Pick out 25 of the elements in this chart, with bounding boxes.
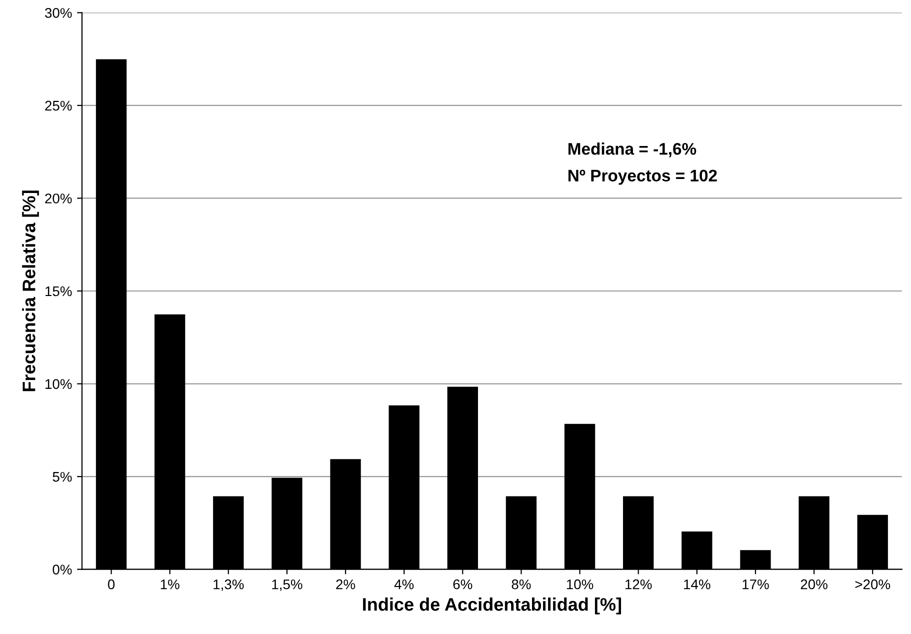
x-tick-label: 1,5% [272,579,302,591]
x-tick-label: 14% [684,579,710,590]
x-axis-title: Indice de Accidentabilidad [%] [363,598,622,614]
x-tick-label: 12% [626,579,652,590]
x-tick-label: 4% [394,579,414,590]
annotation: Mediana = -1,6% [568,142,696,158]
x-tick-label: 1% [160,579,180,590]
y-tick-label: 5% [52,472,72,482]
y-tick-label: 20% [45,194,72,204]
y-tick-label: 30% [45,8,72,18]
y-tick-label: 0% [52,564,72,574]
x-tick-label: 1,3% [214,579,244,591]
x-tick-label: 17% [742,579,769,590]
x-tick-label: 8% [512,579,531,590]
x-tick-label: 6% [453,579,472,590]
y-tick-label: 10% [46,379,72,389]
x-tick-label: 10% [566,579,594,590]
y-axis-title: Frecuencia Relativa [%] [22,190,39,392]
x-tick-label: 20% [800,579,828,590]
x-tick-label: 2% [336,579,356,590]
y-tick-label: 15% [46,286,72,296]
annotation: Nº Proyectos = 102 [568,170,717,185]
y-tick-label: 25% [45,100,72,111]
x-tick-label: 0 [108,579,115,590]
x-tick-label: >20% [855,579,890,590]
